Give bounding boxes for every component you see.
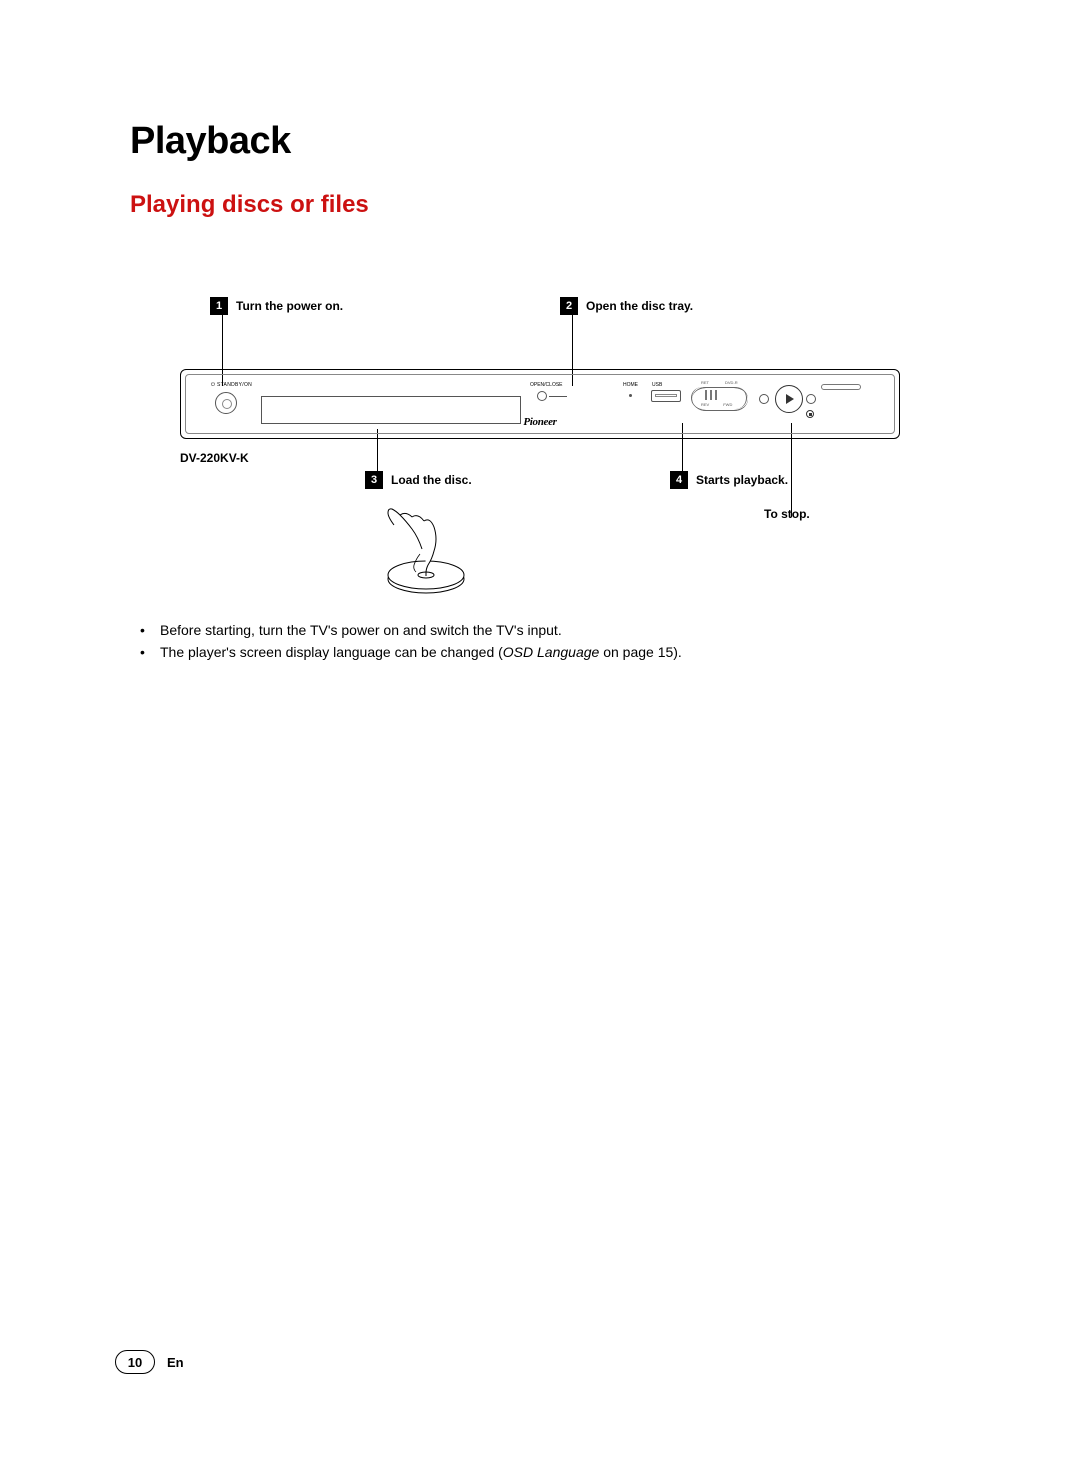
callout-text-3: Load the disc. xyxy=(391,473,472,487)
callout-num-4: 4 xyxy=(670,471,688,489)
stop-button-icon xyxy=(806,410,814,418)
usb-slot xyxy=(655,394,677,397)
home-label: HOME xyxy=(623,382,638,388)
notes-list: Before starting, turn the TV's power on … xyxy=(130,619,950,664)
top-mini-labels: RET DVD-R xyxy=(701,380,738,385)
note-item: The player's screen display language can… xyxy=(130,641,950,663)
chapter-title: Playback xyxy=(130,120,950,163)
callout-1: 1 Turn the power on. xyxy=(210,297,343,315)
disc-tray xyxy=(261,396,521,424)
device-diagram: 1 Turn the power on. 2 Open the disc tra… xyxy=(180,279,900,609)
callout-text-2: Open the disc tray. xyxy=(586,299,693,313)
callout-text-1: Turn the power on. xyxy=(236,299,343,313)
skip-prev-icon xyxy=(759,394,769,404)
section-title: Playing discs or files xyxy=(130,191,950,219)
usb-label: USB xyxy=(652,382,662,388)
open-close-label: OPEN/CLOSE xyxy=(530,382,563,388)
language-code: En xyxy=(167,1355,184,1370)
callout-4: 4 Starts playback. xyxy=(670,471,788,489)
open-close-line xyxy=(549,396,567,397)
model-number: DV-220KV-K xyxy=(180,451,249,465)
page-number: 10 xyxy=(115,1350,155,1374)
callout-num-3: 3 xyxy=(365,471,383,489)
to-stop-label: To stop. xyxy=(764,507,810,521)
callout-text-4: Starts playback. xyxy=(696,473,788,487)
display-bars xyxy=(705,390,717,400)
page-footer: 10 En xyxy=(115,1350,184,1374)
callout-num-1: 1 xyxy=(210,297,228,315)
brand-logo: Pioneer xyxy=(523,416,556,428)
load-disc-illustration xyxy=(376,499,476,599)
top-ridge xyxy=(821,384,861,390)
manual-page: Playback Playing discs or files 1 Turn t… xyxy=(0,0,1080,1464)
note-item: Before starting, turn the TV's power on … xyxy=(130,619,950,641)
skip-next-icon xyxy=(806,394,816,404)
power-button-icon xyxy=(215,392,237,414)
callout-2: 2 Open the disc tray. xyxy=(560,297,693,315)
dvd-player-front: ⏻ STANDBY/ON OPEN/CLOSE Pioneer HOME USB… xyxy=(180,369,900,439)
standby-label: ⏻ STANDBY/ON xyxy=(211,382,252,388)
home-button-icon xyxy=(629,394,632,397)
display-sublabels: REV FWD xyxy=(701,402,732,407)
callout-3: 3 Load the disc. xyxy=(365,471,472,489)
callout-num-2: 2 xyxy=(560,297,578,315)
open-close-button-icon xyxy=(537,391,547,401)
play-button-icon xyxy=(775,385,803,413)
